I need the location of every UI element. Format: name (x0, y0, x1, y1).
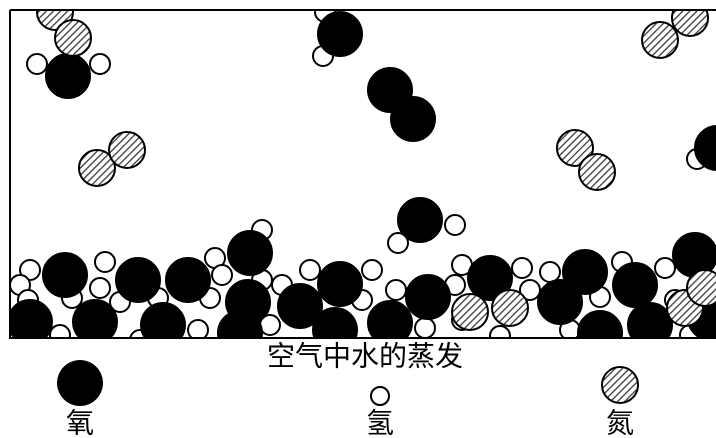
nitrogen-atom (578, 153, 616, 191)
hydrogen-atom (89, 53, 111, 75)
hydrogen-atom (89, 277, 111, 299)
hydrogen-atom (444, 214, 466, 236)
legend-oxygen (57, 360, 103, 406)
nitrogen-atom (641, 21, 679, 59)
oxygen-atom (165, 257, 211, 303)
oxygen-atom (312, 307, 358, 338)
nitrogen-atom (78, 149, 116, 187)
oxygen-atom (694, 125, 716, 171)
oxygen-atom (317, 261, 363, 307)
oxygen-atom (277, 283, 323, 329)
nitrogen-atom (451, 293, 489, 331)
nitrogen-atom (108, 131, 146, 169)
hydrogen-atom (94, 251, 116, 273)
hydrogen-atom (385, 279, 407, 301)
oxygen-atom (227, 230, 273, 276)
oxygen-atom (577, 310, 623, 338)
hydrogen-atom (654, 257, 676, 279)
nitrogen-atom (686, 269, 716, 307)
nitrogen-atom (491, 289, 529, 327)
oxygen-atom (467, 255, 513, 301)
diagram-title: 空气中水的蒸发 (267, 340, 463, 373)
legend-label: 氧 (66, 407, 94, 438)
oxygen-atom (405, 274, 451, 320)
container (9, 9, 716, 339)
legend-nitrogen (601, 366, 639, 404)
hydrogen-atom (387, 232, 409, 254)
oxygen-atom (217, 310, 263, 338)
oxygen-atom (390, 96, 436, 142)
oxygen-atom (72, 299, 118, 338)
nitrogen-atom (54, 19, 92, 57)
oxygen-atom (537, 279, 583, 325)
hydrogen-atom (511, 257, 533, 279)
oxygen-atom (627, 302, 673, 338)
hydrogen-atom (539, 261, 561, 283)
hydrogen-atom (187, 319, 209, 338)
oxygen-atom (10, 299, 53, 338)
hydrogen-atom (26, 53, 48, 75)
legend-label: 氢 (366, 407, 394, 438)
oxygen-atom (612, 262, 658, 308)
hydrogen-atom (414, 317, 436, 338)
legend-label: 氮 (606, 407, 634, 438)
hydrogen-atom (49, 324, 71, 338)
hydrogen-atom (211, 264, 233, 286)
oxygen-atom (367, 300, 413, 338)
hydrogen-atom (489, 325, 511, 338)
hydrogen-atom (361, 259, 383, 281)
oxygen-atom (562, 249, 608, 295)
oxygen-atom (140, 302, 186, 338)
oxygen-atom (317, 11, 363, 57)
hydrogen-atom (519, 279, 541, 301)
nitrogen-atom (671, 10, 709, 37)
hydrogen-atom (299, 259, 321, 281)
oxygen-atom (115, 257, 161, 303)
oxygen-atom (397, 197, 443, 243)
nitrogen-atom (556, 129, 594, 167)
oxygen-atom (42, 252, 88, 298)
legend-hydrogen (370, 386, 390, 406)
oxygen-atom (45, 53, 91, 99)
molecules (10, 10, 716, 338)
hydrogen-atom (19, 259, 41, 281)
